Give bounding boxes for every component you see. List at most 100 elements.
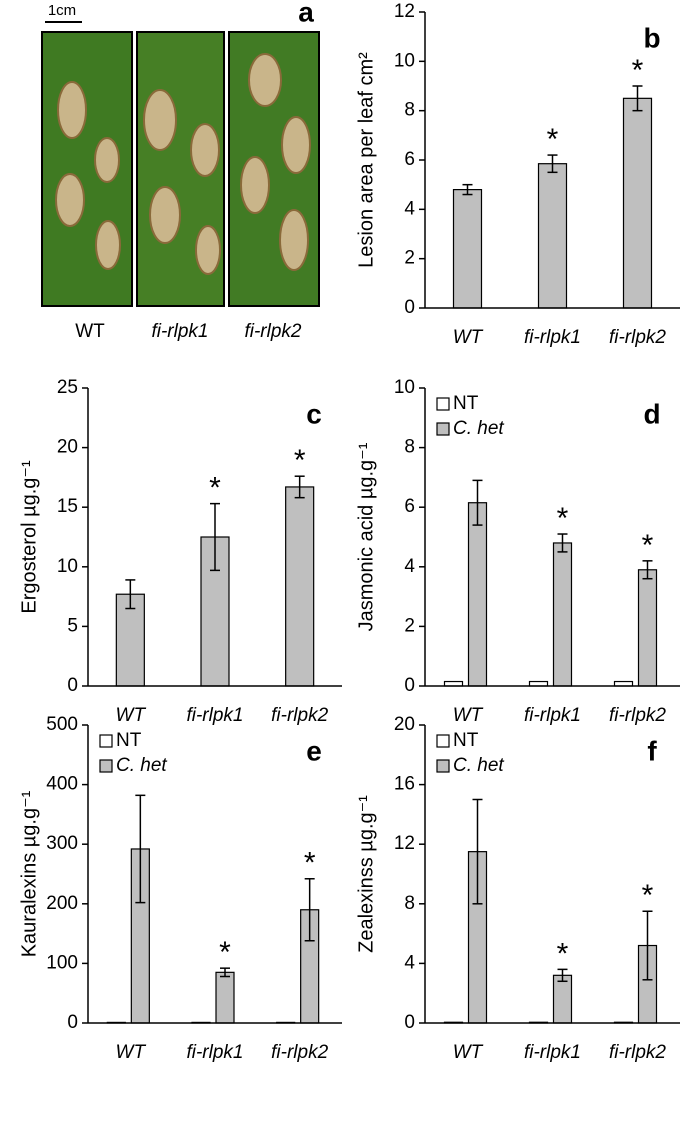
panel-letter: e	[306, 735, 322, 766]
y-tick-label: 300	[46, 833, 78, 854]
legend-swatch	[436, 734, 450, 748]
y-tick-label: 20	[57, 437, 78, 458]
x-tick-label: WT	[453, 327, 484, 348]
bar	[537, 163, 568, 309]
error-bar	[472, 479, 483, 526]
bar	[285, 486, 315, 687]
y-tick-label: 6	[404, 149, 415, 170]
legend-swatch	[436, 422, 450, 436]
error-bar	[462, 183, 473, 196]
y-axis-label: Kauralexins µg.g⁻¹	[18, 790, 40, 957]
bar	[552, 974, 573, 1024]
bar	[452, 189, 483, 309]
y-tick-label: 100	[46, 952, 78, 973]
significance-mark: *	[642, 529, 654, 562]
bar	[467, 502, 488, 687]
significance-mark: *	[557, 502, 569, 535]
panel-letter: f	[647, 735, 657, 766]
bar	[115, 593, 145, 687]
y-tick-label: 10	[394, 377, 415, 398]
error-bar	[557, 968, 568, 983]
significance-mark: *	[294, 444, 306, 477]
error-bar	[220, 967, 230, 978]
error-bar	[135, 794, 146, 904]
x-tick-label: WT	[453, 1042, 484, 1063]
significance-mark: *	[632, 54, 644, 87]
y-tick-label: 2	[404, 248, 415, 269]
x-tick-label: fi-rlpk2	[609, 327, 666, 348]
significance-mark: *	[642, 879, 654, 912]
legend-swatch	[99, 734, 113, 748]
error-bar	[125, 579, 136, 610]
legend-swatch	[436, 759, 450, 773]
y-tick-label: 0	[404, 297, 415, 318]
x-tick-label: WT	[116, 705, 147, 726]
significance-mark: *	[209, 472, 221, 505]
error-bar	[642, 910, 653, 981]
y-tick-label: 8	[404, 100, 415, 121]
y-tick-label: 10	[57, 556, 78, 577]
legend-swatch	[99, 759, 113, 773]
y-tick-label: 12	[394, 1, 415, 22]
error-bar	[557, 533, 568, 553]
error-bar	[294, 475, 305, 499]
legend-swatch	[436, 397, 450, 411]
legend-label: C. het	[116, 755, 167, 776]
y-tick-label: 0	[67, 675, 78, 696]
y-tick-label: 0	[404, 675, 415, 696]
error-bar	[632, 85, 643, 112]
legend-label: NT	[116, 730, 142, 751]
error-bar	[304, 878, 315, 942]
legend-label: C. het	[453, 755, 504, 776]
y-axis-label: Lesion area per leaf cm²	[355, 52, 377, 268]
caption: fi-rlpk2	[244, 321, 301, 342]
y-tick-label: 16	[394, 774, 415, 795]
y-tick-label: 25	[57, 377, 78, 398]
x-tick-label: fi-rlpk2	[271, 705, 328, 726]
legend-label: C. het	[453, 418, 504, 439]
legend-label: NT	[453, 393, 479, 414]
scale-bar-label: 1cm	[48, 2, 76, 19]
x-tick-label: fi-rlpk2	[609, 1042, 666, 1063]
y-axis-label: Zealexinss µg.g⁻¹	[355, 795, 377, 953]
y-tick-label: 4	[404, 198, 415, 219]
significance-mark: *	[304, 847, 316, 880]
y-tick-label: 0	[404, 1012, 415, 1033]
x-tick-label: fi-rlpk2	[271, 1042, 328, 1063]
bar	[215, 971, 235, 1024]
error-bar	[210, 502, 220, 572]
y-tick-label: 6	[404, 496, 415, 517]
y-tick-label: 20	[394, 714, 415, 735]
y-tick-label: 500	[46, 714, 78, 735]
y-tick-label: 8	[404, 893, 415, 914]
error-bar	[472, 798, 483, 905]
y-axis-label: Ergosterol µg.g⁻¹	[18, 460, 40, 614]
x-tick-label: WT	[116, 1042, 147, 1063]
x-tick-label: fi-rlpk1	[524, 705, 581, 726]
x-tick-label: fi-rlpk2	[609, 705, 666, 726]
panel-letter: d	[643, 398, 660, 429]
y-tick-label: 2	[404, 615, 415, 636]
x-tick-label: fi-rlpk1	[186, 705, 243, 726]
y-tick-label: 400	[46, 774, 78, 795]
error-bar	[642, 560, 653, 580]
y-tick-label: 200	[46, 893, 78, 914]
y-tick-label: 8	[404, 437, 415, 458]
error-bar	[547, 154, 558, 174]
significance-mark: *	[547, 123, 559, 156]
x-tick-label: fi-rlpk1	[186, 1042, 243, 1063]
significance-mark: *	[219, 936, 231, 969]
panel-letter: c	[306, 398, 322, 429]
y-axis-label: Jasmonic acid µg.g⁻¹	[355, 442, 377, 631]
x-tick-label: fi-rlpk1	[524, 1042, 581, 1063]
bar	[552, 542, 573, 687]
y-tick-label: 4	[404, 556, 415, 577]
y-tick-label: 5	[67, 615, 78, 636]
lesions	[55, 53, 311, 275]
leaf-photos: 1cm a WT fi-rlpk1 fi-rlpk2	[41, 0, 320, 342]
caption: WT	[75, 321, 105, 342]
y-tick-label: 10	[394, 50, 415, 71]
bar	[622, 97, 653, 309]
panel-letter: a	[298, 0, 314, 27]
legend-label: NT	[453, 730, 479, 751]
